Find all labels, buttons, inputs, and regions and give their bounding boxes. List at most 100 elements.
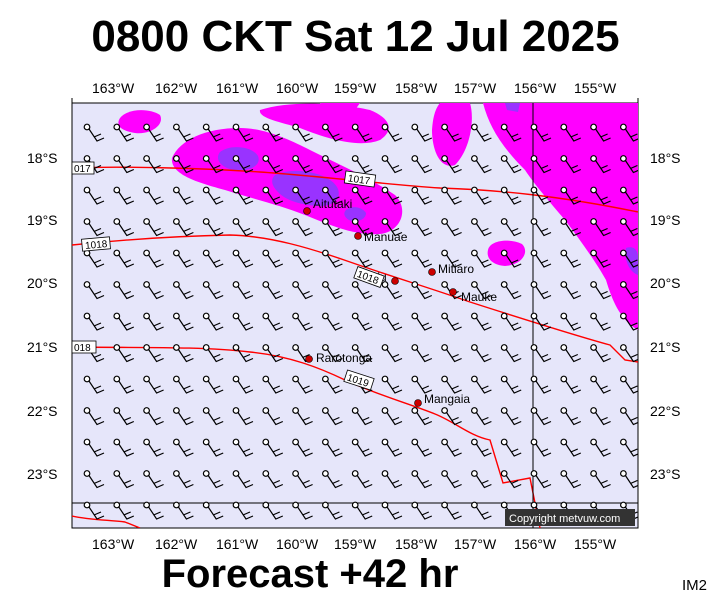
wind-barb-station	[411, 501, 419, 509]
wind-barb-station	[530, 123, 538, 131]
wind-barb	[565, 160, 582, 174]
wind-barb-station	[530, 344, 538, 351]
wind-barb-station	[560, 501, 568, 509]
wind-barb	[207, 286, 224, 300]
aitutaki-marker	[303, 207, 311, 215]
wind-barb	[148, 286, 164, 300]
wind-barb-station	[232, 155, 240, 162]
wind-barb-station	[143, 281, 151, 288]
wind-barb	[595, 191, 611, 205]
wind-barb-station	[262, 281, 270, 288]
wind-barb-station	[143, 249, 151, 257]
wind-barb	[118, 191, 135, 205]
wind-barb	[326, 128, 343, 142]
wind-barb	[177, 223, 194, 237]
wind-barb	[416, 443, 433, 457]
wind-barb	[446, 475, 462, 489]
wind-barb-station	[500, 312, 508, 320]
wind-barb	[505, 317, 522, 331]
wind-barb-station	[232, 249, 240, 257]
wind-barb	[416, 506, 433, 520]
wind-barb	[326, 317, 343, 331]
lon-label: 160°W	[276, 536, 319, 552]
wind-barb	[148, 317, 164, 331]
wind-barb	[595, 380, 611, 394]
wind-barb	[535, 128, 552, 142]
wind-barb-station	[590, 501, 597, 509]
wind-barb-station	[351, 218, 359, 225]
wind-barb	[446, 380, 462, 394]
atiu-marker	[391, 277, 399, 285]
wind-barb	[565, 412, 582, 426]
wind-barb-station	[351, 123, 359, 131]
precipitation-areas	[118, 103, 638, 330]
wind-barb-station	[143, 186, 151, 194]
wind-barb	[535, 317, 552, 331]
wind-barb	[446, 191, 462, 205]
wind-barb	[207, 506, 224, 520]
wind-barb	[535, 349, 552, 363]
wind-barb	[148, 506, 164, 520]
lat-label: 21°S	[27, 339, 58, 355]
wind-barb	[535, 286, 552, 300]
wind-barb	[595, 317, 611, 331]
wind-barb-station	[143, 501, 151, 509]
wind-barb	[386, 254, 403, 268]
wind-barb-station	[620, 123, 627, 131]
wind-barb-station	[411, 375, 419, 383]
wind-barb	[475, 412, 492, 426]
wind-barb	[624, 160, 638, 174]
isobar-label: 018	[74, 343, 91, 354]
wind-barb-station	[172, 470, 180, 477]
wind-barb-station	[292, 281, 300, 288]
wind-barb	[386, 380, 403, 394]
wind-barb-station	[351, 186, 359, 194]
wind-barb	[416, 286, 433, 300]
wind-barb-station	[441, 407, 449, 414]
manuae-marker	[354, 232, 362, 240]
wind-barb-station	[113, 501, 121, 509]
wind-barb	[475, 349, 492, 363]
wind-barb-station	[560, 470, 568, 477]
map-code: IM2	[681, 577, 707, 594]
wind-barb	[356, 223, 373, 237]
wind-barb	[237, 223, 254, 237]
wind-barb	[565, 254, 582, 268]
wind-barb-station	[322, 312, 329, 320]
wind-barb	[386, 317, 403, 331]
wind-barb-station	[83, 375, 91, 383]
lon-label: 159°W	[334, 536, 377, 552]
wind-barb-station	[113, 312, 121, 320]
wind-barb-station	[560, 344, 568, 351]
wind-barb-station	[381, 218, 389, 225]
wind-barb	[505, 191, 522, 205]
wind-barb-station	[500, 155, 508, 162]
wind-barb	[624, 317, 638, 331]
wind-barb-station	[172, 249, 180, 257]
lat-label: 22°S	[650, 403, 681, 419]
wind-barb	[207, 380, 224, 394]
wind-barb	[356, 128, 373, 142]
wind-barb	[207, 160, 224, 174]
wind-barb	[237, 254, 254, 268]
wind-barb	[505, 475, 522, 489]
wind-barb-station	[232, 312, 240, 320]
wind-barb-station	[381, 155, 389, 162]
wind-barb-station	[292, 312, 300, 320]
wind-barb	[237, 349, 254, 363]
wind-barb	[475, 160, 492, 174]
wind-barb-station	[262, 186, 270, 194]
wind-barb	[416, 254, 433, 268]
wind-barb	[267, 380, 284, 394]
wind-barb	[326, 254, 343, 268]
wind-barb-station	[322, 281, 329, 288]
wind-barb-station	[351, 470, 359, 477]
wind-barb	[535, 160, 552, 174]
wind-barb	[416, 475, 433, 489]
wind-barb-station	[560, 155, 568, 162]
lon-label: 160°W	[276, 80, 319, 96]
wind-barb	[148, 443, 164, 457]
wind-barb	[535, 475, 552, 489]
wind-barb-station	[351, 438, 359, 446]
wind-barb-station	[471, 470, 478, 477]
